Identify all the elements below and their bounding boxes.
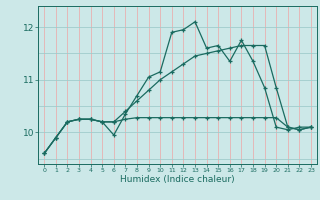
X-axis label: Humidex (Indice chaleur): Humidex (Indice chaleur) (120, 175, 235, 184)
